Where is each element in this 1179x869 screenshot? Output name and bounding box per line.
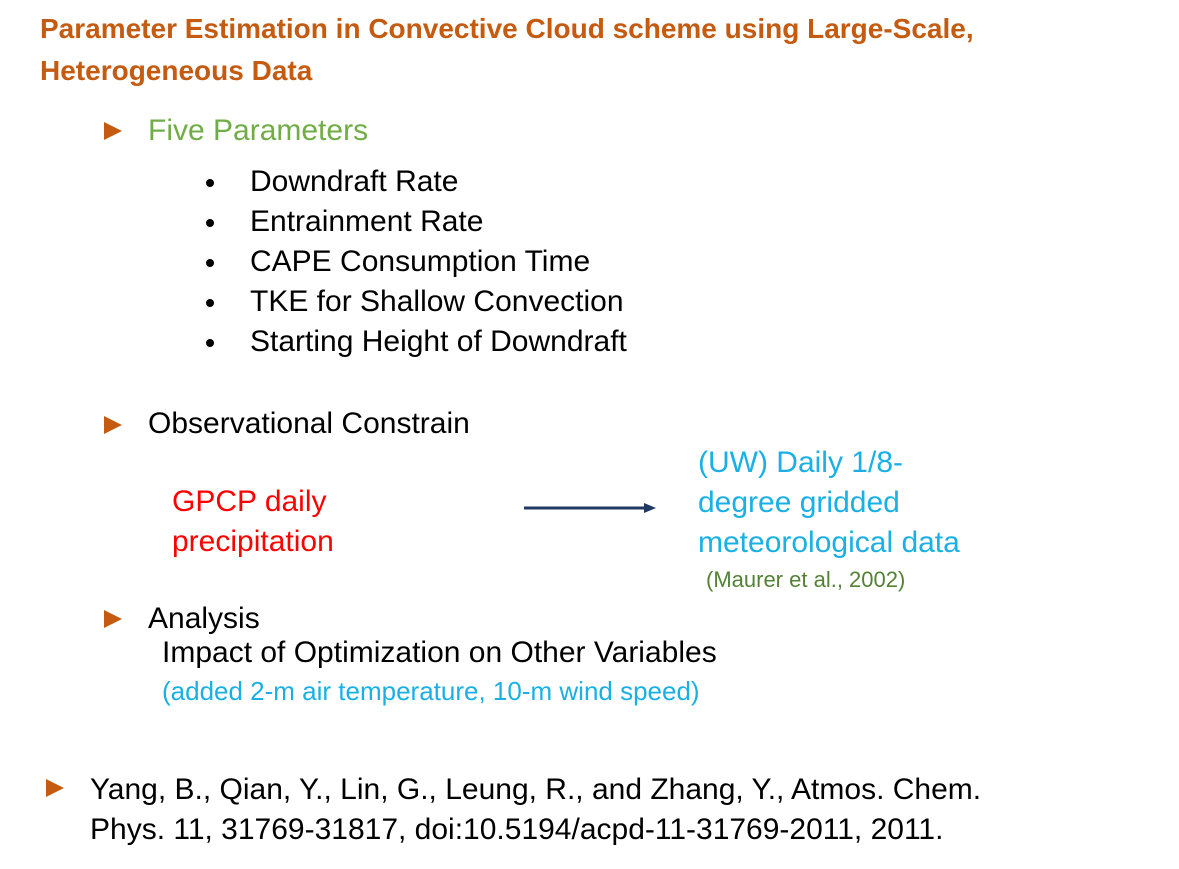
bullet-dot-icon xyxy=(206,219,214,227)
bullet-dot-icon xyxy=(206,339,214,347)
analysis-subheading: Impact of Optimization on Other Variable… xyxy=(162,636,717,669)
uw-data-label: (UW) Daily 1/8- degree gridded meteorolo… xyxy=(698,446,960,559)
five-parameters-heading: Five Parameters xyxy=(148,114,369,147)
list-item: Downdraft Rate xyxy=(202,162,627,202)
arrow-bullet-icon xyxy=(104,610,122,628)
gpcp-source-label: GPCP daily precipitation xyxy=(172,485,334,558)
list-item: Entrainment Rate xyxy=(202,202,627,242)
parameter-list: Downdraft Rate Entrainment Rate CAPE Con… xyxy=(202,162,627,362)
reference-citation: Yang, B., Qian, Y., Lin, G., Leung, R., … xyxy=(90,773,982,846)
arrow-bullet-icon xyxy=(46,779,64,797)
bullet-dot-icon xyxy=(206,259,214,267)
bullet-dot-icon xyxy=(206,299,214,307)
list-item: Starting Height of Downdraft xyxy=(202,322,627,362)
arrow-bullet-icon xyxy=(104,122,122,140)
analysis-note: (added 2-m air temperature, 10-m wind sp… xyxy=(162,676,700,706)
slide-title: Parameter Estimation in Convective Cloud… xyxy=(40,13,974,86)
analysis-heading: Analysis xyxy=(148,602,260,635)
bullet-dot-icon xyxy=(206,179,214,187)
right-arrow-icon xyxy=(524,503,656,513)
maurer-citation: (Maurer et al., 2002) xyxy=(706,567,906,592)
list-item: TKE for Shallow Convection xyxy=(202,282,627,322)
arrow-bullet-icon xyxy=(104,416,122,434)
list-item: CAPE Consumption Time xyxy=(202,242,627,282)
observational-heading: Observational Constrain xyxy=(148,407,470,440)
